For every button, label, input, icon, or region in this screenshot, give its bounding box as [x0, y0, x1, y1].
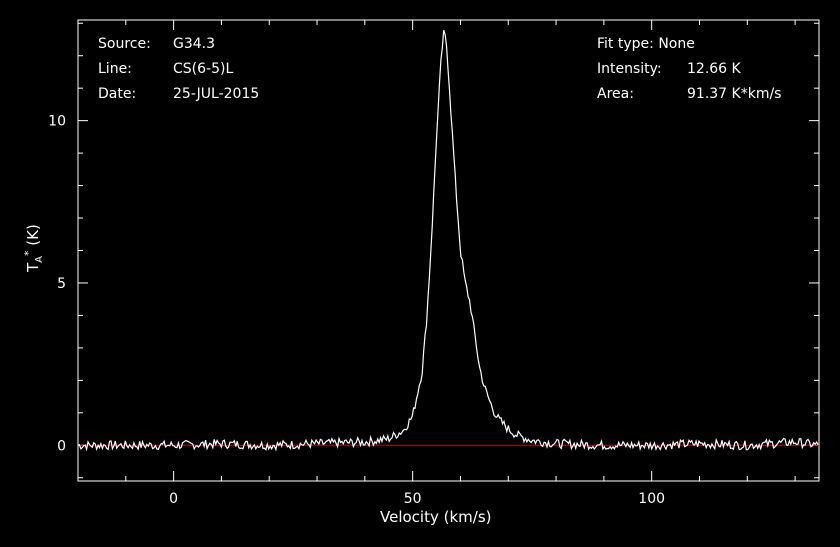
y-axis-label: TA* (K): [22, 224, 45, 272]
y-axis-label-sup: *: [22, 250, 35, 256]
y-tick-label: 5: [57, 276, 66, 292]
fit-value: None: [658, 36, 695, 52]
line-value: CS(6-5)L: [173, 61, 234, 77]
source-label: Source:: [98, 36, 151, 52]
axis-ticks: [78, 20, 819, 481]
area-label: Area:: [597, 86, 634, 102]
x-axis-label: Velocity (km/s): [380, 508, 492, 526]
line-label: Line:: [98, 61, 132, 77]
y-tick-label: 0: [57, 438, 66, 454]
fit-label: Fit type:: [597, 36, 654, 52]
date-label: Date:: [98, 86, 137, 102]
x-tick-label: 100: [638, 491, 665, 507]
x-tick-label: 0: [169, 491, 178, 507]
x-tick-label: 50: [404, 491, 422, 507]
y-axis-label-main: T: [24, 262, 42, 272]
source-value: G34.3: [173, 36, 216, 52]
y-axis-label-unit: (K): [24, 224, 42, 246]
tick-labels: 0 50 100 0 5 10: [48, 114, 665, 507]
source-info: Source: G34.3 Line: CS(6-5)L Date: 25-JUL-2…: [98, 32, 259, 107]
y-tick-label: 10: [48, 114, 66, 130]
y-axis-label-sub: A: [34, 255, 45, 263]
intensity-value: 12.66 K: [687, 61, 741, 77]
intensity-label: Intensity:: [597, 61, 662, 77]
date-value: 25-JUL-2015: [173, 86, 260, 102]
area-value: 91.37 K*km/s: [687, 86, 782, 102]
fit-info: Fit type: None Intensity: 12.66 K Area: 91…: [597, 32, 781, 107]
spectrum-line: [77, 30, 819, 452]
